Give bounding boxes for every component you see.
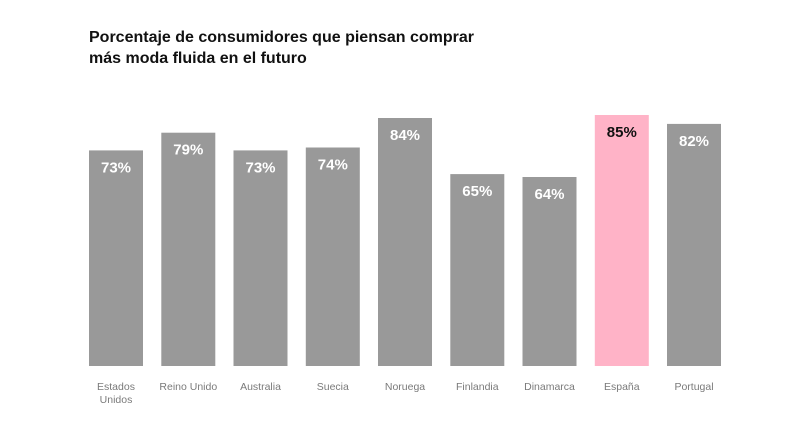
value-label-australia: 73% bbox=[245, 159, 275, 176]
value-label-reino-unido: 79% bbox=[173, 142, 203, 159]
value-label-suecia: 74% bbox=[318, 157, 348, 174]
value-labels-layer: 73% 79% 73% 74% 84% 65% 64% 85% 82% bbox=[101, 124, 709, 203]
category-label-estados-unidos: Estados Unidos bbox=[97, 381, 135, 406]
bar-noruega bbox=[378, 118, 432, 366]
bar-suecia bbox=[305, 147, 360, 366]
value-label-espana: 85% bbox=[607, 124, 637, 141]
bar-espana bbox=[594, 115, 649, 366]
category-label-suecia: Suecia bbox=[317, 381, 349, 393]
value-label-portugal: 82% bbox=[679, 133, 709, 150]
bar-reino-unido bbox=[161, 132, 216, 366]
category-label-finlandia: Finlandia bbox=[456, 381, 499, 393]
value-label-finlandia: 65% bbox=[462, 183, 492, 200]
bar-dinamarca bbox=[522, 177, 577, 366]
chart-title-line-2: más moda fluida en el futuro bbox=[89, 50, 307, 67]
value-label-estados-unidos: 73% bbox=[101, 159, 131, 176]
category-labels-layer: Estados Unidos Reino Unido Australia Suecia N… bbox=[97, 381, 714, 406]
value-label-dinamarca: 64% bbox=[534, 186, 564, 203]
category-label-portugal: Portugal bbox=[674, 381, 713, 393]
bar-portugal bbox=[667, 123, 721, 367]
bars-layer bbox=[89, 115, 721, 367]
category-label-noruega: Noruega bbox=[385, 381, 425, 393]
chart-title-line-1: Porcentaje de consumidores que piensan c… bbox=[89, 29, 474, 46]
bar-australia bbox=[233, 150, 288, 366]
value-label-noruega: 84% bbox=[390, 127, 420, 144]
bar-estados-unidos bbox=[89, 150, 143, 366]
chart-title: Porcentaje de consumidores que piensan c… bbox=[89, 27, 609, 69]
bar-finlandia bbox=[450, 174, 505, 366]
category-label-reino-unido: Reino Unido bbox=[159, 381, 217, 393]
category-label-espana: España bbox=[604, 381, 640, 393]
category-label-australia: Australia bbox=[240, 381, 281, 393]
category-label-dinamarca: Dinamarca bbox=[524, 381, 575, 393]
